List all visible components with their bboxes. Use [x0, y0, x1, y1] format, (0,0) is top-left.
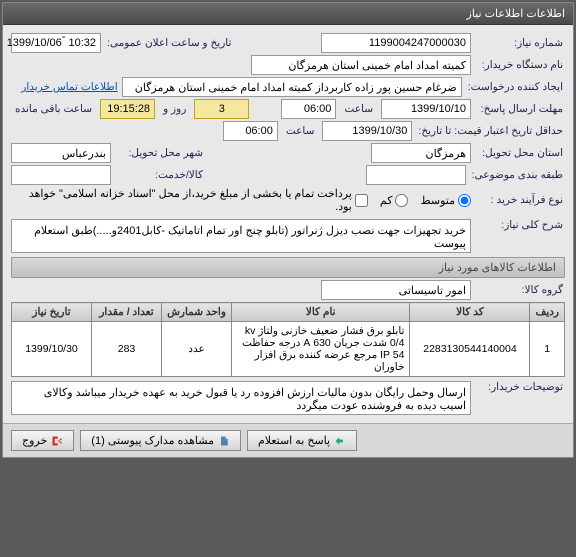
field-city: بندرعباس: [11, 143, 111, 163]
exit-button[interactable]: خروج: [11, 430, 74, 451]
radio-avg-input[interactable]: [458, 194, 471, 207]
label-deadline: مهلت ارسال پاسخ:: [475, 103, 565, 115]
field-valid-date: 1399/10/30: [322, 121, 412, 141]
field-group: امور تاسیساتی: [321, 280, 471, 300]
checkbox-part-pay[interactable]: پرداخت تمام یا بخشی از مبلغ خرید،از محل …: [11, 187, 368, 213]
label-creator: ایجاد کننده درخواست:: [466, 81, 565, 93]
label-rooz: روز و: [159, 103, 190, 115]
form-body: شماره نیاز: 1199004247000030 تاریخ و ساع…: [3, 25, 573, 423]
label-saat-a: ساعت: [340, 103, 377, 115]
attachments-button[interactable]: مشاهده مدارک پیوستی (1): [80, 430, 241, 451]
radio-avg[interactable]: متوسط: [420, 194, 471, 207]
field-province: هرمزگان: [371, 143, 471, 163]
cell-qty: 283: [92, 322, 162, 377]
radio-low[interactable]: کم: [380, 194, 409, 207]
answer-button[interactable]: پاسخ به استعلام: [247, 430, 357, 451]
radio-low-input[interactable]: [395, 194, 408, 207]
pub-date: 1399/10/06: [7, 37, 62, 49]
label-min-valid: حداقل تاریخ اعتبار قیمت: تا تاریخ:: [416, 125, 565, 137]
label-req-no: شماره نیاز:: [475, 37, 565, 49]
label-goods-service: کالا/خدمت:: [115, 169, 205, 181]
field-deadline-hour: 06:00: [281, 99, 336, 119]
th-unit: واحد شمارش: [162, 303, 232, 322]
cell-unit: عدد: [162, 322, 232, 377]
label-buyer-org: نام دستگاه خریدار:: [475, 59, 565, 71]
checkbox-part-pay-label: پرداخت تمام یا بخشی از مبلغ خرید،از محل …: [11, 187, 352, 213]
attachments-button-label: مشاهده مدارک پیوستی (1): [91, 434, 214, 447]
exit-button-label: خروج: [22, 434, 47, 447]
field-status: [366, 165, 466, 185]
field-pub-date: 10:32 - 1399/10/06: [11, 33, 101, 53]
th-idx: ردیف: [530, 303, 565, 322]
field-days-left: 3: [194, 99, 249, 119]
contact-info-link[interactable]: اطلاعات تماس خریدار: [21, 81, 117, 93]
exit-icon: [51, 435, 63, 447]
label-saat-b: ساعت: [282, 125, 319, 137]
section-items-header: اطلاعات کالاهای مورد نیاز: [11, 257, 565, 278]
cell-name: تابلو برق فشار ضعیف خازنی ولتاژ kv 0/4 ش…: [232, 322, 410, 377]
attach-icon: [218, 435, 230, 447]
field-goods-service: [11, 165, 111, 185]
field-time-left: 19:15:28: [100, 99, 155, 119]
cell-date: 1399/10/30: [12, 322, 92, 377]
field-buyer-org: کمیته امداد امام خمینی استان هرمزگان: [251, 55, 471, 75]
field-valid-hour: 06:00: [223, 121, 278, 141]
field-main-desc: خرید تجهیزات جهت نصب دیزل ژنراتور (تابلو…: [11, 219, 471, 253]
th-code: کد کالا: [410, 303, 530, 322]
titlebar: اطلاعات اطلاعات نیاز: [3, 3, 573, 25]
label-process-type: نوع فرآیند خرید :: [475, 194, 565, 206]
label-city-deliver: شهر محل تحویل:: [115, 147, 205, 159]
field-buyer-notes: ارسال وحمل رایگان بدون مالیات ارزش افزود…: [11, 381, 471, 415]
field-creator: ضرغام حسین پور زاده کاربرداز کمیته امداد…: [122, 77, 462, 97]
button-bar: پاسخ به استعلام مشاهده مدارک پیوستی (1) …: [3, 423, 573, 457]
label-buyer-notes: توضیحات خریدار:: [475, 381, 565, 393]
answer-button-label: پاسخ به استعلام: [258, 434, 330, 447]
table-header-row: ردیف کد کالا نام کالا واحد شمارش تعداد /…: [12, 303, 565, 322]
label-remain: ساعت باقی مانده: [11, 103, 96, 115]
cell-code: 2283130544140004: [410, 322, 530, 377]
pub-time: 10:32: [68, 37, 96, 49]
label-group: گروه کالا:: [475, 284, 565, 296]
label-status: طبقه بندی موضوعی:: [470, 169, 565, 181]
request-info-window: اطلاعات اطلاعات نیاز شماره نیاز: 1199004…: [2, 2, 574, 458]
label-deliver-place: استان محل تحویل:: [475, 147, 565, 159]
field-req-no: 1199004247000030: [321, 33, 471, 53]
radio-low-label: کم: [380, 194, 393, 207]
checkbox-part-pay-input[interactable]: [355, 194, 368, 207]
items-table: ردیف کد کالا نام کالا واحد شمارش تعداد /…: [11, 302, 565, 377]
th-qty: تعداد / مقدار: [92, 303, 162, 322]
label-main-desc: شرح کلی نیاز:: [475, 219, 565, 231]
th-date: تاریخ نیاز: [12, 303, 92, 322]
cell-idx: 1: [530, 322, 565, 377]
label-pub-datetime: تاریخ و ساعت اعلان عمومی:: [105, 37, 233, 49]
table-row[interactable]: 1 2283130544140004 تابلو برق فشار ضعیف خ…: [12, 322, 565, 377]
radio-avg-label: متوسط: [420, 194, 455, 207]
reply-icon: [334, 435, 346, 447]
th-name: نام کالا: [232, 303, 410, 322]
field-deadline-date: 1399/10/10: [381, 99, 471, 119]
